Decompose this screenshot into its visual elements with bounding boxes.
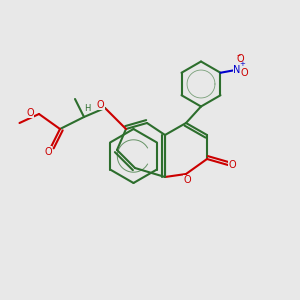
- Text: O: O: [241, 68, 248, 78]
- Text: O: O: [229, 160, 236, 170]
- Text: O: O: [26, 107, 34, 118]
- Text: O: O: [236, 54, 244, 64]
- Text: H: H: [84, 103, 90, 112]
- Text: +: +: [239, 61, 245, 68]
- Text: O: O: [44, 146, 52, 157]
- Text: O: O: [184, 175, 191, 185]
- Text: -: -: [236, 50, 241, 60]
- Text: O: O: [97, 100, 104, 110]
- Text: N: N: [233, 65, 241, 75]
